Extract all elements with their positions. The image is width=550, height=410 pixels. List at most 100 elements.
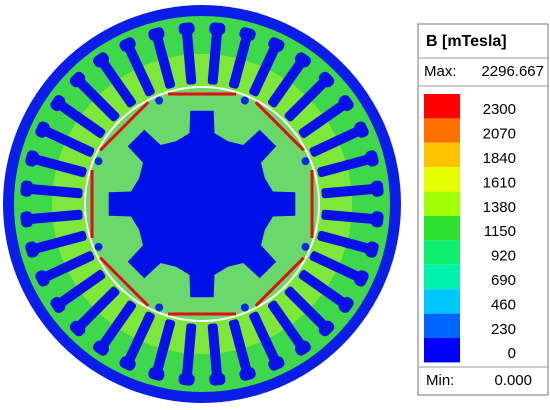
slot: [98, 58, 137, 108]
slot-tip: [318, 71, 335, 88]
slot-tip: [50, 296, 66, 313]
slot-tip: [209, 22, 226, 35]
legend-level-label: 0: [508, 345, 516, 362]
legend-swatch: [424, 94, 460, 119]
shaft: [108, 110, 296, 298]
slot: [98, 300, 137, 350]
legend-swatch: [424, 167, 460, 192]
slot: [31, 230, 87, 254]
stator-slots: [20, 22, 384, 386]
slot-tip: [365, 150, 379, 167]
slot: [181, 28, 197, 85]
slot: [41, 251, 95, 282]
slot: [249, 311, 280, 365]
slot-tip: [354, 121, 369, 138]
slot: [56, 100, 106, 139]
slot-tip: [119, 356, 136, 371]
slot-tip: [35, 121, 50, 138]
slot: [321, 209, 378, 225]
slot: [207, 28, 223, 85]
slot: [75, 77, 120, 122]
min-value: 0.000: [494, 372, 532, 389]
magnet-slot: [254, 101, 305, 152]
max-label: Max:: [424, 63, 457, 80]
slot: [75, 286, 120, 331]
slot: [152, 33, 176, 89]
legend-level-label: 1380: [483, 199, 516, 216]
flux-barrier: [301, 157, 310, 166]
slot: [228, 319, 252, 375]
legend-level-label: 1610: [483, 174, 516, 191]
flux-barrier: [94, 157, 103, 166]
magnet-slot: [254, 256, 305, 307]
slot-tip: [50, 95, 66, 112]
legend-level-label: 1150: [484, 223, 516, 240]
slot-tip: [239, 367, 256, 381]
legend-swatch: [424, 313, 460, 338]
legend-level-label: 460: [491, 296, 516, 313]
flux-barrier: [240, 96, 249, 105]
slot-tip: [209, 373, 226, 386]
slot-tip: [25, 150, 39, 167]
slot-tip: [354, 270, 369, 287]
legend-level-label: 2300: [483, 101, 516, 118]
slot: [207, 323, 223, 380]
slot-tip: [338, 296, 354, 313]
legend-level-label: 690: [491, 272, 516, 289]
slot-tip: [35, 270, 50, 287]
magnet-slot: [99, 101, 150, 152]
legend-swatch: [424, 191, 460, 216]
rotor-magnets: [90, 92, 314, 316]
slot: [124, 311, 155, 365]
flux-barrier: [155, 303, 164, 312]
slot: [31, 154, 87, 178]
slot-tip: [178, 22, 195, 35]
slot-tip: [268, 37, 285, 52]
slot: [26, 183, 83, 199]
slot-tip: [148, 367, 165, 381]
slot-tip: [294, 340, 311, 356]
slot: [317, 230, 373, 254]
slot-tip: [178, 373, 195, 386]
slot-tip: [268, 356, 285, 371]
slot: [298, 269, 348, 308]
legend-swatch: [424, 142, 460, 168]
slot: [267, 58, 306, 108]
slot-tip: [93, 52, 110, 68]
slot-tip: [119, 37, 136, 52]
slot-tip: [148, 27, 165, 41]
flux-barrier: [301, 242, 310, 251]
slot-tip: [371, 180, 384, 197]
slot: [298, 100, 348, 139]
slot-tip: [25, 241, 39, 258]
slot: [56, 269, 106, 308]
motor-field-plot: [3, 5, 401, 403]
legend-swatch: [424, 118, 460, 143]
legend-swatch: [424, 216, 460, 241]
slot-tip: [20, 180, 33, 197]
flux-barrier: [94, 242, 103, 251]
slot-tip: [69, 320, 86, 337]
slot: [26, 209, 83, 225]
flux-barrier: [240, 303, 249, 312]
slot-tip: [371, 211, 384, 228]
slot: [249, 43, 280, 97]
slot: [321, 183, 378, 199]
slot-tip: [294, 52, 311, 68]
legend-swatch: [424, 338, 460, 363]
slot-tip: [20, 211, 33, 228]
magnet-slot: [99, 256, 150, 307]
min-label: Min:: [426, 372, 454, 389]
legend-swatch: [424, 264, 460, 290]
slot: [41, 126, 95, 157]
slot: [309, 251, 363, 282]
slot-tip: [338, 95, 354, 112]
slot: [181, 323, 197, 380]
legend-swatch: [424, 240, 460, 265]
slot-tip: [69, 71, 86, 88]
flux-barrier: [155, 96, 164, 105]
slot: [309, 126, 363, 157]
legend-swatch: [424, 289, 460, 314]
legend-title: B [mTesla]: [426, 33, 507, 50]
